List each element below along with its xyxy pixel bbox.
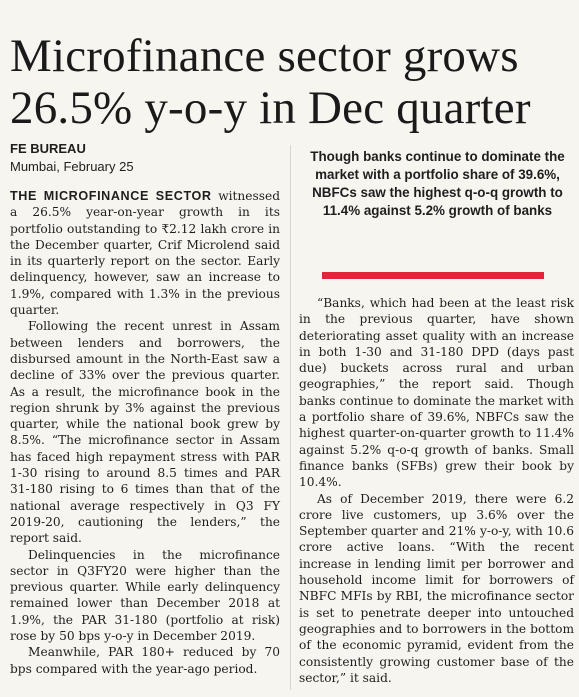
article-paragraph-text: witnessed a 26.5% year-on-year growth in…: [10, 189, 281, 318]
byline: FE BUREAU Mumbai, February 25: [10, 140, 134, 176]
pull-quote-bar: [322, 272, 544, 279]
article-paragraph: As of December 2019, there were 6.2 cror…: [299, 491, 574, 685]
article-right-column: “Banks, which had been at the least risk…: [299, 295, 574, 686]
byline-dateline: Mumbai, February 25: [10, 159, 134, 174]
article-paragraph: “Banks, which had been at the least risk…: [299, 296, 574, 490]
article-paragraph: Delinquencies in the microfinance sector…: [10, 547, 280, 644]
pull-quote: Though banks continue to dominate the ma…: [310, 149, 565, 218]
article-left-column: THE MICROFINANCE SECTOR witnessed a 26.5…: [10, 188, 280, 677]
article-lead-in: THE MICROFINANCE SECTOR: [10, 189, 212, 203]
article-paragraph: Following the recent unrest in Assam bet…: [10, 319, 280, 546]
byline-bureau: FE BUREAU: [10, 141, 86, 156]
column-divider: [290, 145, 291, 690]
article-paragraph: Meanwhile, PAR 180+ reduced by 70 bps co…: [10, 645, 280, 676]
headline-line-2: 26.5% y-o-y in Dec quarter: [10, 82, 531, 134]
headline: Microfinance sector grows 26.5% y-o-y in…: [10, 30, 575, 134]
headline-line-1: Microfinance sector grows: [10, 30, 519, 82]
article-paragraph: THE MICROFINANCE SECTOR witnessed a 26.5…: [10, 188, 280, 318]
